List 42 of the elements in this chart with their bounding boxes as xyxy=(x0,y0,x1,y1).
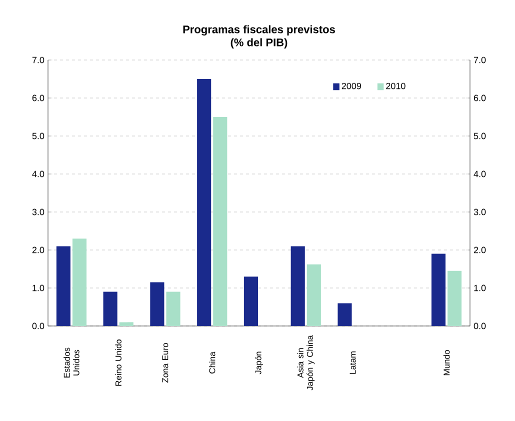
bar xyxy=(72,238,87,326)
y2-tick-label: 7.0 xyxy=(474,56,486,64)
x-tick-label: Asia sin Japón y China xyxy=(297,335,315,390)
y2-tick-label: 2.0 xyxy=(474,246,486,254)
y-tick-label: 7.0 xyxy=(32,56,44,64)
bar xyxy=(448,270,462,326)
bar xyxy=(150,282,164,326)
bar xyxy=(56,246,70,326)
bar xyxy=(290,246,305,326)
bar xyxy=(166,292,180,326)
chart-title: Programas fiscales previstos xyxy=(183,25,335,36)
legend-label: 2010 xyxy=(386,82,406,90)
y-tick-label: 3.0 xyxy=(32,208,44,216)
y-tick-label: 0.0 xyxy=(32,322,44,330)
y2-tick-label: 6.0 xyxy=(474,94,486,102)
y-tick-label: 6.0 xyxy=(32,94,44,102)
x-tick-label: China xyxy=(208,352,216,374)
bar xyxy=(431,254,446,326)
bar xyxy=(338,303,352,326)
x-tick-label: Mundo xyxy=(443,350,450,376)
legend-label: 2009 xyxy=(342,82,362,90)
y2-tick-label: 3.0 xyxy=(474,208,486,216)
x-tick-label: Zona Euro xyxy=(162,343,168,383)
bar xyxy=(213,117,228,326)
y2-tick-label: 0.0 xyxy=(474,322,486,330)
y-tick-label: 4.0 xyxy=(32,170,44,178)
y-tick-label: 1.0 xyxy=(32,284,44,292)
bar xyxy=(244,276,258,326)
chart-subtitle: (% del PIB) xyxy=(230,38,288,48)
bar xyxy=(103,292,118,326)
y-tick-label: 5.0 xyxy=(32,132,44,140)
x-tick-label: Japón xyxy=(254,352,264,374)
x-tick-label: Estados Unidos xyxy=(64,348,80,378)
bar xyxy=(119,322,134,326)
y2-tick-label: 5.0 xyxy=(474,132,486,140)
y2-tick-label: 4.0 xyxy=(474,170,486,178)
bar xyxy=(306,264,321,326)
x-tick-label: Latam xyxy=(350,352,356,374)
y2-tick-label: 1.0 xyxy=(474,284,486,292)
bar xyxy=(197,79,212,326)
y-tick-label: 2.0 xyxy=(32,246,44,254)
x-tick-label: Reino Unido xyxy=(115,340,122,386)
